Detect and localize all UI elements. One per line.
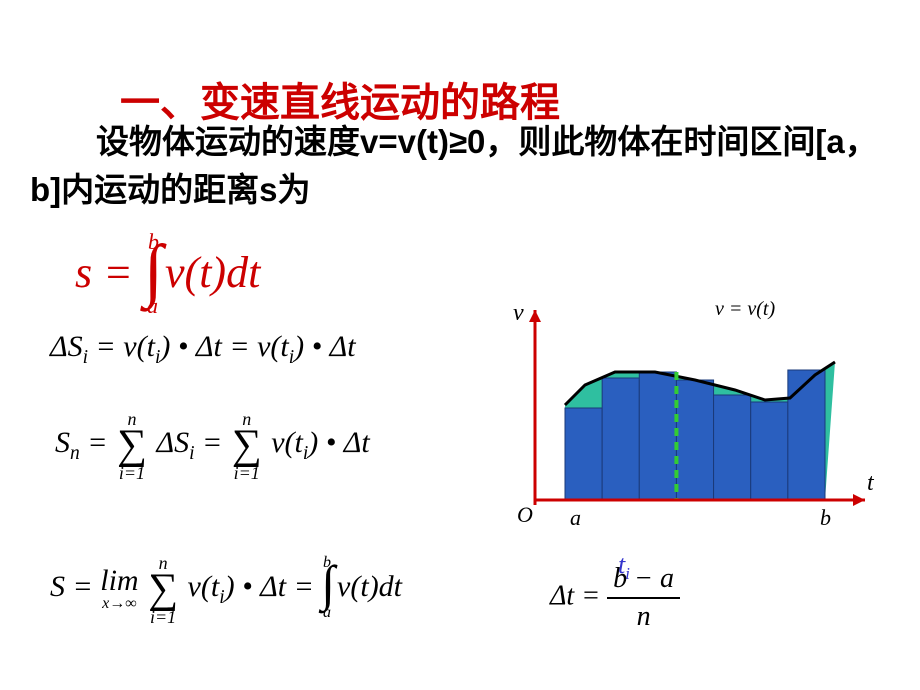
x-arrow: [853, 494, 865, 506]
y-arrow: [529, 310, 541, 322]
riemann-bar: [639, 372, 676, 500]
summation-3: n ∑ i=1: [148, 554, 178, 624]
lim-sub: x→∞: [100, 596, 138, 612]
riemann-bar: [751, 402, 788, 500]
sigma-icon: ∑: [148, 572, 178, 606]
lim-label: lim: [100, 566, 138, 596]
summation-1: n ∑ i=1: [117, 410, 147, 480]
limit: lim x→∞: [100, 566, 138, 612]
riemann-bar: [676, 380, 713, 500]
summation-2: n ∑ i=1: [232, 410, 262, 480]
fraction: b − a n: [607, 565, 680, 631]
x-axis-label: t: [867, 470, 875, 496]
sum-lower: i=1: [232, 464, 262, 482]
y-axis-label: v: [513, 300, 524, 326]
riemann-bar: [602, 378, 639, 500]
sigma-icon: ∑: [232, 428, 262, 462]
b-label: b: [820, 505, 831, 530]
riemann-chart: v t Oa b v = v(t): [505, 290, 880, 540]
equation-limit: S = lim x→∞ n ∑ i=1 v(ti) • Δt = ∫abv(t)…: [50, 550, 402, 624]
equation-main-integral: s = ∫abv(t)dt: [75, 225, 260, 305]
upper: b: [323, 554, 331, 571]
lower-limit: a: [147, 293, 158, 318]
upper-limit: b: [148, 229, 159, 254]
integrand: v(t)dt: [165, 248, 260, 297]
integrand-2: v(t)dt: [337, 570, 402, 603]
intro-paragraph: 设物体运动的速度v=v(t)≥0，则此物体在时间区间[a，b]内运动的距离s为: [30, 118, 900, 214]
equation-delta-t: Δt = b − a n: [550, 565, 680, 631]
sigma-icon: ∑: [117, 428, 147, 462]
riemann-bar: [714, 395, 751, 500]
numerator: b − a: [607, 565, 680, 599]
equation-sn-sum: Sn = n ∑ i=1 ΔSi = n ∑ i=1 v(ti) • Δt: [55, 410, 370, 480]
sum-lower: i=1: [117, 464, 147, 482]
riemann-bar: [788, 370, 825, 500]
lhs: s =: [75, 248, 133, 297]
lhs: Δt =: [550, 580, 600, 611]
equation-delta-s: ΔSi = v(ti) • Δt = v(ti) • Δt: [50, 330, 356, 369]
sum-lower: i=1: [148, 608, 178, 626]
lower: a: [323, 604, 331, 621]
origin-label: O: [517, 502, 533, 527]
denominator: n: [607, 599, 680, 631]
curve-label: v = v(t): [715, 298, 775, 320]
riemann-bar: [565, 408, 602, 500]
a-label: a: [570, 505, 581, 530]
